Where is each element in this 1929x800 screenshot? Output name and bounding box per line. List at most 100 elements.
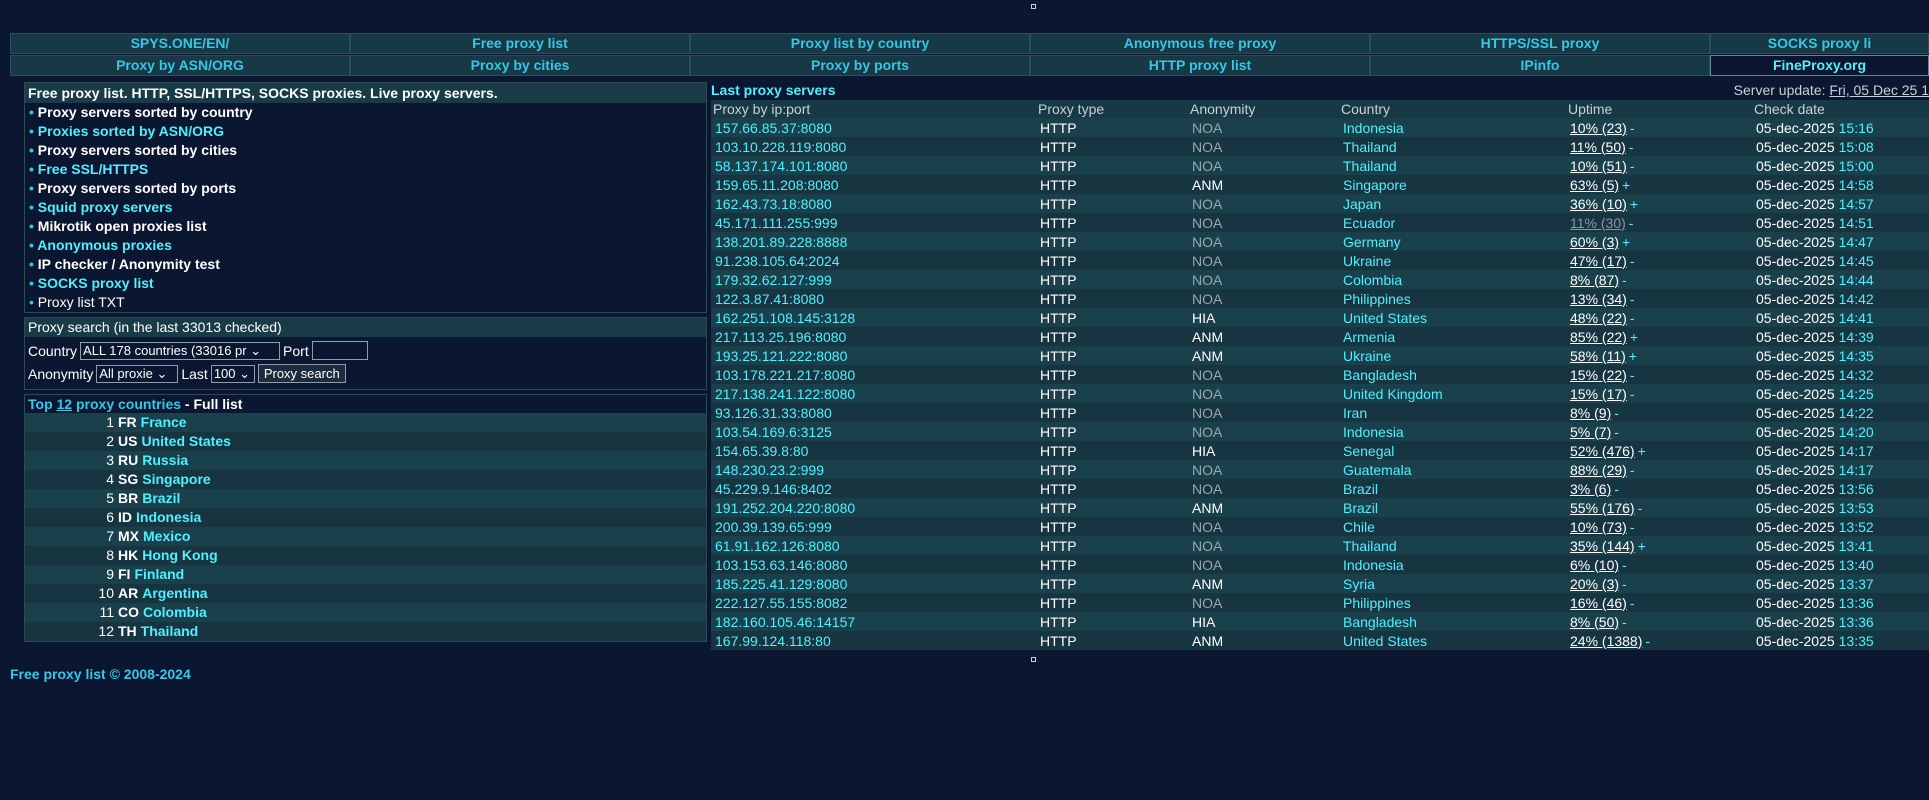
uptime-link[interactable]: 63% (5) — [1570, 176, 1620, 193]
nav-link-row2-5[interactable]: FineProxy.org — [1710, 55, 1929, 76]
uptime-link[interactable]: 10% (51) — [1570, 157, 1627, 174]
server-update-value[interactable]: Fri, 05 Dec 25 1 — [1829, 82, 1929, 98]
ip-port[interactable]: 148.230.23.2:999 — [715, 461, 824, 478]
country-link[interactable]: Indonesia — [136, 509, 202, 525]
ip-port[interactable]: 162.251.108.145:3128 — [715, 309, 856, 326]
uptime-link[interactable]: 88% (29) — [1570, 461, 1627, 478]
ip-port[interactable]: 179.32.62.127:999 — [715, 271, 832, 288]
country-link[interactable]: Hong Kong — [142, 547, 218, 563]
ip-port[interactable]: 167.99.124.118:80 — [715, 632, 831, 649]
ip-port[interactable]: 45.171.111.255:999 — [715, 214, 838, 231]
top-count-link[interactable]: 12 — [56, 396, 73, 412]
country-link[interactable]: Chile — [1343, 518, 1375, 535]
country-link[interactable]: Finland — [134, 566, 185, 582]
country-link[interactable]: Bangladesh — [1343, 613, 1417, 630]
country-link[interactable]: Thailand — [1343, 138, 1397, 155]
uptime-link[interactable]: 47% (17) — [1570, 252, 1627, 269]
country-link[interactable]: Brazil — [1343, 499, 1379, 516]
ip-port[interactable]: 103.153.63.146:8080 — [715, 556, 848, 573]
ip-port[interactable]: 93.126.31.33:8080 — [715, 404, 832, 421]
country-link[interactable]: Ukraine — [1343, 252, 1392, 269]
nav-link-row1-5[interactable]: SOCKS proxy li — [1710, 33, 1929, 54]
full-list-link[interactable]: Full list — [193, 396, 243, 412]
uptime-link[interactable]: 20% (3) — [1570, 575, 1620, 592]
ip-port[interactable]: 58.137.174.101:8080 — [715, 157, 848, 174]
uptime-link[interactable]: 85% (22) — [1570, 328, 1627, 345]
country-link[interactable]: Russia — [142, 452, 189, 468]
country-link[interactable]: United States — [141, 433, 231, 449]
uptime-link[interactable]: 13% (34) — [1570, 290, 1627, 307]
menu-item[interactable]: • Proxy servers sorted by ports — [25, 179, 706, 198]
uptime-link[interactable]: 16% (46) — [1570, 594, 1627, 611]
nav-link-row2-2[interactable]: Proxy by ports — [690, 55, 1030, 76]
proxy-search-button[interactable]: Proxy search — [257, 364, 346, 383]
menu-item[interactable]: • Proxy list TXT — [25, 293, 706, 312]
anonymity-select[interactable]: All proxie ⌄ — [96, 364, 179, 383]
country-link[interactable]: Singapore — [1343, 176, 1407, 193]
country-link[interactable]: United States — [1343, 632, 1428, 649]
nav-link-row2-4[interactable]: IPinfo — [1370, 55, 1710, 76]
country-link[interactable]: Colombia — [1343, 271, 1403, 288]
uptime-link[interactable]: 8% (50) — [1570, 613, 1620, 630]
last-select[interactable]: 100 ⌄ — [210, 364, 255, 383]
country-link[interactable]: Colombia — [143, 604, 207, 620]
uptime-link[interactable]: 8% (9) — [1570, 404, 1612, 421]
menu-item[interactable]: • Free SSL/HTTPS — [25, 160, 706, 179]
ip-port[interactable]: 103.54.169.6:3125 — [715, 423, 832, 440]
ip-port[interactable]: 91.238.105.64:2024 — [715, 252, 840, 269]
country-link[interactable]: Indonesia — [1343, 119, 1404, 136]
uptime-link[interactable]: 15% (17) — [1570, 385, 1627, 402]
uptime-link[interactable]: 24% (1388) — [1570, 632, 1643, 649]
ip-port[interactable]: 217.138.241.122:8080 — [715, 385, 856, 402]
port-input[interactable] — [311, 341, 368, 360]
country-link[interactable]: Brazil — [1343, 480, 1379, 497]
nav-link-row1-4[interactable]: HTTPS/SSL proxy — [1370, 33, 1710, 54]
country-link[interactable]: Guatemala — [1343, 461, 1412, 478]
nav-link-row1-0[interactable]: SPYS.ONE/EN/ — [10, 33, 350, 54]
nav-link-row1-1[interactable]: Free proxy list — [350, 33, 690, 54]
uptime-link[interactable]: 10% (23) — [1570, 119, 1627, 136]
country-link[interactable]: Ecuador — [1343, 214, 1396, 231]
uptime-link[interactable]: 36% (10) — [1570, 195, 1627, 212]
ip-port[interactable]: 122.3.87.41:8080 — [715, 290, 824, 307]
country-link[interactable]: Japan — [1343, 195, 1382, 212]
nav-link-row1-2[interactable]: Proxy list by country — [690, 33, 1030, 54]
uptime-link[interactable]: 6% (10) — [1570, 556, 1620, 573]
ip-port[interactable]: 154.65.39.8:80 — [715, 442, 809, 459]
country-link[interactable]: Syria — [1343, 575, 1375, 592]
uptime-link[interactable]: 60% (3) — [1570, 233, 1620, 250]
menu-item[interactable]: • Proxy servers sorted by cities — [25, 141, 706, 160]
country-link[interactable]: Philippines — [1343, 290, 1411, 307]
ip-port[interactable]: 45.229.9.146:8402 — [715, 480, 832, 497]
uptime-link[interactable]: 58% (11) — [1570, 347, 1626, 364]
uptime-link[interactable]: 8% (87) — [1570, 271, 1620, 288]
ip-port[interactable]: 222.127.55.155:8082 — [715, 594, 848, 611]
resize-handle-top[interactable] — [1031, 4, 1036, 9]
uptime-link[interactable]: 11% (50) — [1570, 138, 1626, 155]
ip-port[interactable]: 157.66.85.37:8080 — [715, 119, 832, 136]
country-link[interactable]: Thailand — [1343, 157, 1397, 174]
country-link[interactable]: Germany — [1343, 233, 1401, 250]
ip-port[interactable]: 159.65.11.208:8080 — [715, 176, 839, 193]
country-link[interactable]: Ukraine — [1343, 347, 1392, 364]
uptime-link[interactable]: 55% (176) — [1570, 499, 1635, 516]
ip-port[interactable]: 182.160.105.46:14157 — [715, 613, 856, 630]
nav-link-row2-3[interactable]: HTTP proxy list — [1030, 55, 1370, 76]
country-link[interactable]: Armenia — [1343, 328, 1396, 345]
ip-port[interactable]: 162.43.73.18:8080 — [715, 195, 832, 212]
country-link[interactable]: Thailand — [140, 623, 199, 639]
menu-item[interactable]: • Proxies sorted by ASN/ORG — [25, 122, 706, 141]
menu-item[interactable]: • Proxy servers sorted by country — [25, 103, 706, 122]
ip-port[interactable]: 200.39.139.65:999 — [715, 518, 832, 535]
country-link[interactable]: Bangladesh — [1343, 366, 1417, 383]
nav-link-row1-3[interactable]: Anonymous free proxy — [1030, 33, 1370, 54]
ip-port[interactable]: 103.178.221.217:8080 — [715, 366, 856, 383]
uptime-link[interactable]: 15% (22) — [1570, 366, 1627, 383]
ip-port[interactable]: 217.113.25.196:8080 — [715, 328, 847, 345]
nav-link-row2-0[interactable]: Proxy by ASN/ORG — [10, 55, 350, 76]
country-link[interactable]: United Kingdom — [1343, 385, 1443, 402]
country-link[interactable]: Indonesia — [1343, 423, 1404, 440]
ip-port[interactable]: 103.10.228.119:8080 — [715, 138, 847, 155]
uptime-link[interactable]: 11% (30) — [1570, 214, 1626, 231]
country-link[interactable]: Indonesia — [1343, 556, 1404, 573]
